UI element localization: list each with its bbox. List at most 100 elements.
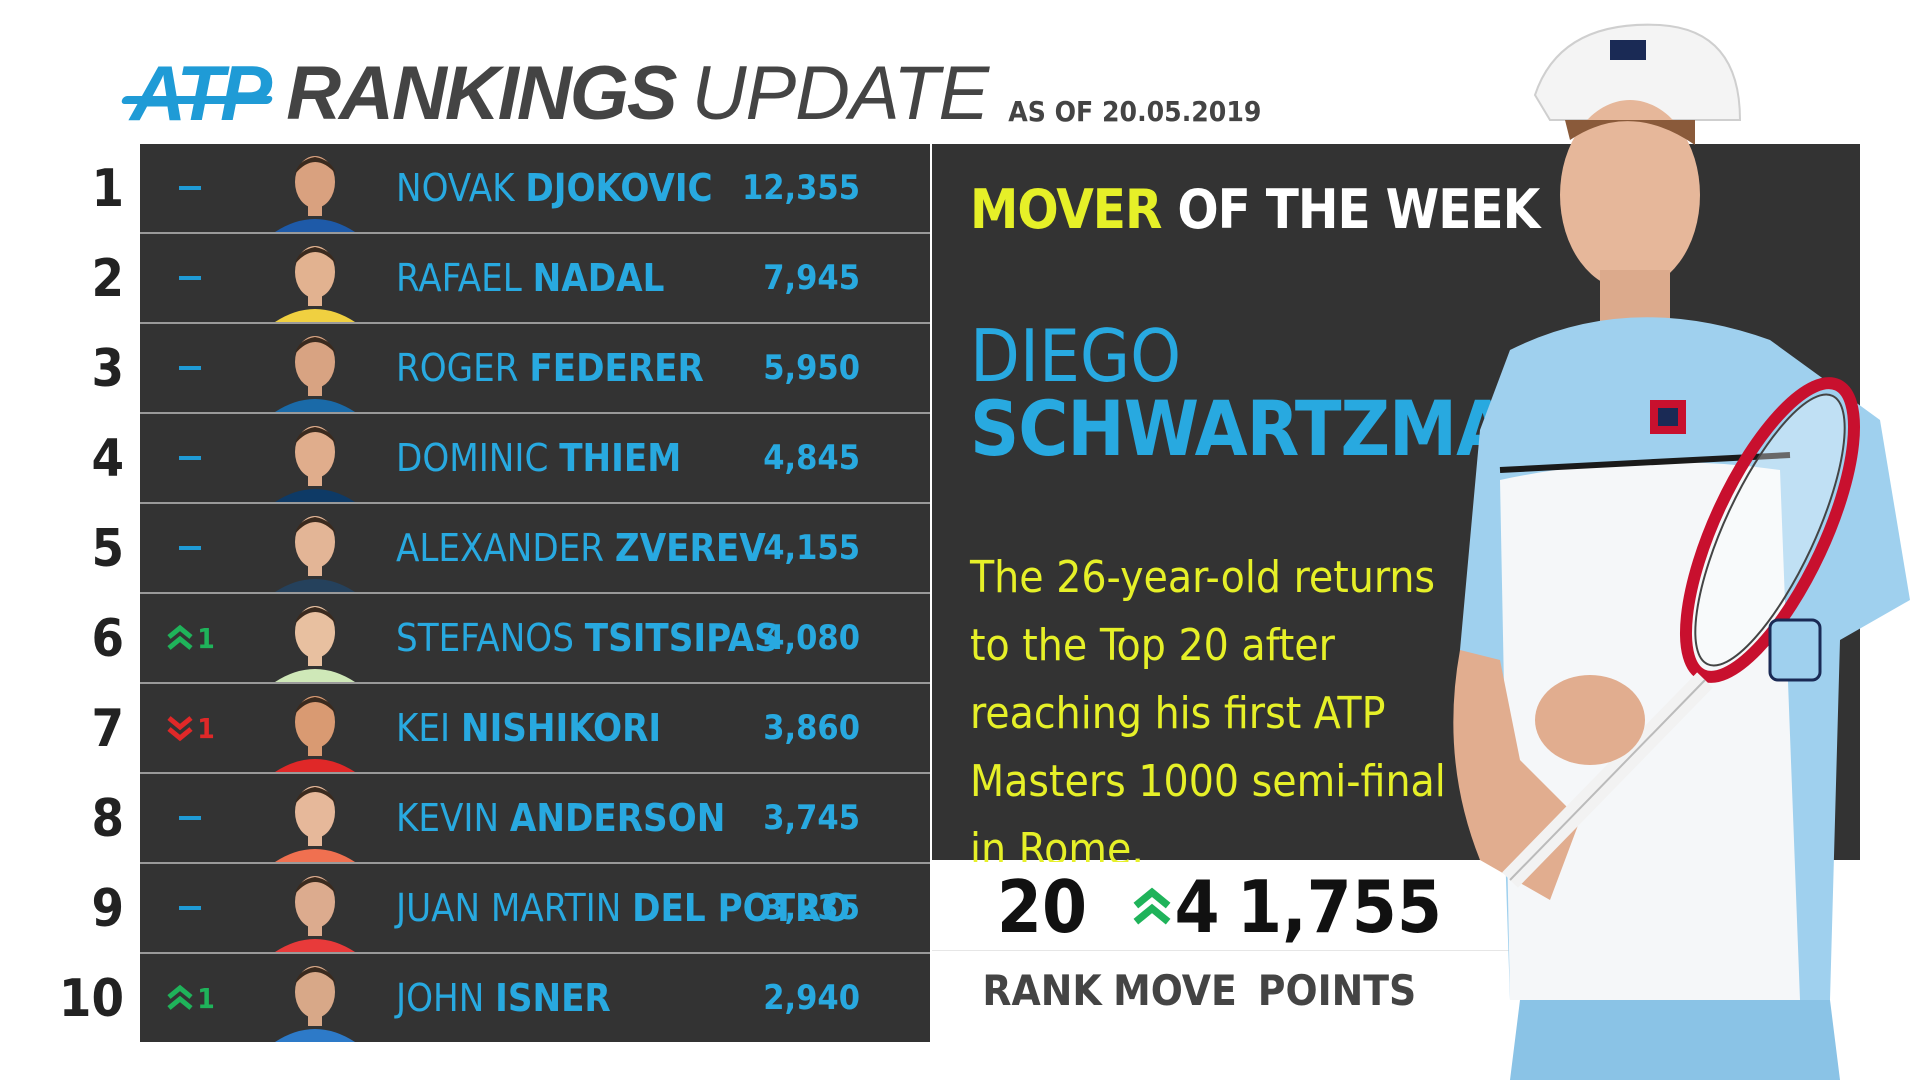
- table-row: KEVIN ANDERSON 3,745: [140, 774, 930, 864]
- stat-rank-label: RANK: [982, 966, 1102, 1015]
- atp-logo-text: ATP: [130, 49, 272, 137]
- player-first-name: KEI: [396, 706, 451, 750]
- player-headshot: [270, 594, 360, 682]
- dash-icon: [179, 366, 201, 370]
- mover-last-name: SCHWARTZMAN: [970, 384, 1565, 473]
- player-name: ROGER FEDERER: [396, 346, 786, 390]
- player-name: ALEXANDER ZVEREV: [396, 526, 786, 570]
- mover-title-highlight: MOVER: [970, 178, 1162, 241]
- player-first-name: ROGER: [396, 346, 519, 390]
- rank-number: 8: [91, 789, 124, 849]
- headshot-image: [275, 696, 355, 772]
- player-last-name: DEL POTRO: [632, 886, 851, 930]
- move-value: 1: [197, 981, 215, 1015]
- stat-points: 1,755 POINTS: [1237, 862, 1442, 1015]
- player-name: STEFANOS TSITSIPAS: [396, 616, 786, 660]
- rank-number: 5: [91, 519, 124, 579]
- move-cell: [140, 276, 240, 280]
- stat-move-row: 4: [1110, 862, 1240, 952]
- stat-points-label: POINTS: [1257, 966, 1417, 1015]
- player-headshot: [270, 864, 360, 952]
- player-points: 3,235: [763, 888, 860, 928]
- player-last-name: DJOKOVIC: [525, 166, 713, 210]
- player-last-name: ZVEREV: [614, 526, 766, 570]
- dash-icon: [179, 816, 201, 820]
- headshot-image: [275, 876, 355, 952]
- player-headshot: [270, 774, 360, 862]
- player-last-name: THIEM: [559, 436, 682, 480]
- stat-points-value: 1,755: [1237, 865, 1442, 949]
- rankings-table: NOVAK DJOKOVIC 12,355 RAFAEL NADAL 7,945 ROG…: [140, 144, 930, 1042]
- rank-numbers: 1 2 3 4 5 6 7 8 9 10: [58, 144, 124, 1044]
- player-headshot: [270, 144, 360, 232]
- move-value: 1: [197, 711, 215, 745]
- move-cell: [140, 546, 240, 550]
- table-row: NOVAK DJOKOVIC 12,355: [140, 144, 930, 234]
- player-points: 2,940: [763, 978, 860, 1018]
- headshot-image: [275, 426, 355, 502]
- stats-divider: [932, 950, 1532, 951]
- title-update: UPDATE: [691, 51, 990, 136]
- mover-description: The 26-year-old returns to the Top 20 af…: [970, 552, 1446, 875]
- dash-icon: [179, 546, 201, 550]
- as-of-date: AS OF 20.05.2019: [1008, 95, 1262, 128]
- headshot-image: [275, 246, 355, 322]
- player-name: RAFAEL NADAL: [396, 256, 786, 300]
- player-points: 4,845: [763, 438, 860, 478]
- player-points: 3,860: [763, 708, 860, 748]
- rank-number: 10: [58, 969, 124, 1029]
- atp-logo: ATP: [120, 54, 280, 132]
- player-first-name: JOHN: [396, 976, 485, 1020]
- player-name: KEI NISHIKORI: [396, 706, 786, 750]
- headshot-image: [275, 156, 355, 232]
- player-first-name: RAFAEL: [396, 256, 522, 300]
- player-last-name: NADAL: [532, 256, 665, 300]
- table-row: JUAN MARTIN DEL POTRO 3,235: [140, 864, 930, 954]
- stat-move-label: MOVE: [1113, 966, 1237, 1015]
- dash-icon: [179, 906, 201, 910]
- move-cell: [140, 906, 240, 910]
- player-first-name: STEFANOS: [396, 616, 574, 660]
- player-name: JOHN ISNER: [396, 976, 786, 1020]
- player-first-name: DOMINIC: [396, 436, 549, 480]
- move-cell: [140, 456, 240, 460]
- table-row: 1 JOHN ISNER 2,940: [140, 954, 930, 1042]
- headshot-image: [275, 966, 355, 1042]
- player-points: 4,155: [763, 528, 860, 568]
- player-headshot: [270, 234, 360, 322]
- player-headshot: [270, 684, 360, 772]
- move-cell: 1: [140, 982, 240, 1015]
- player-headshot: [270, 324, 360, 412]
- rank-number: 3: [91, 339, 124, 399]
- player-headshot: [270, 954, 360, 1042]
- dash-icon: [179, 276, 201, 280]
- rank-number: 2: [91, 249, 124, 309]
- mover-first-name: DIEGO: [970, 314, 1182, 398]
- mover-title: MOVER OF THE WEEK: [970, 178, 1540, 241]
- stat-move-value: 4: [1174, 865, 1220, 949]
- move-value: 1: [197, 621, 215, 655]
- stat-rank: 20 RANK: [982, 862, 1102, 1015]
- table-row: 1 KEI NISHIKORI 3,860: [140, 684, 930, 774]
- player-last-name: FEDERER: [529, 346, 704, 390]
- dash-icon: [179, 186, 201, 190]
- table-row: DOMINIC THIEM 4,845: [140, 414, 930, 504]
- player-last-name: ISNER: [495, 976, 611, 1020]
- headshot-image: [275, 336, 355, 412]
- rank-number: 1: [91, 159, 124, 219]
- dash-icon: [179, 456, 201, 460]
- headshot-image: [275, 786, 355, 862]
- move-cell: 1: [140, 712, 240, 745]
- chevron-double-up-icon: [167, 624, 193, 650]
- player-first-name: ALEXANDER: [396, 526, 605, 570]
- move-indicator: 1: [165, 712, 215, 745]
- player-name: NOVAK DJOKOVIC: [396, 166, 786, 210]
- player-points: 5,950: [763, 348, 860, 388]
- player-name: JUAN MARTIN DEL POTRO: [396, 886, 850, 930]
- mover-panel: MOVER OF THE WEEK DIEGO SCHWARTZMAN The …: [932, 144, 1860, 875]
- stat-move: 4 MOVE: [1110, 862, 1240, 1015]
- stat-rank-value: 20: [996, 865, 1088, 949]
- logo-swoosh: [120, 96, 274, 104]
- player-points: 7,945: [763, 258, 860, 298]
- move-indicator: 1: [165, 982, 215, 1015]
